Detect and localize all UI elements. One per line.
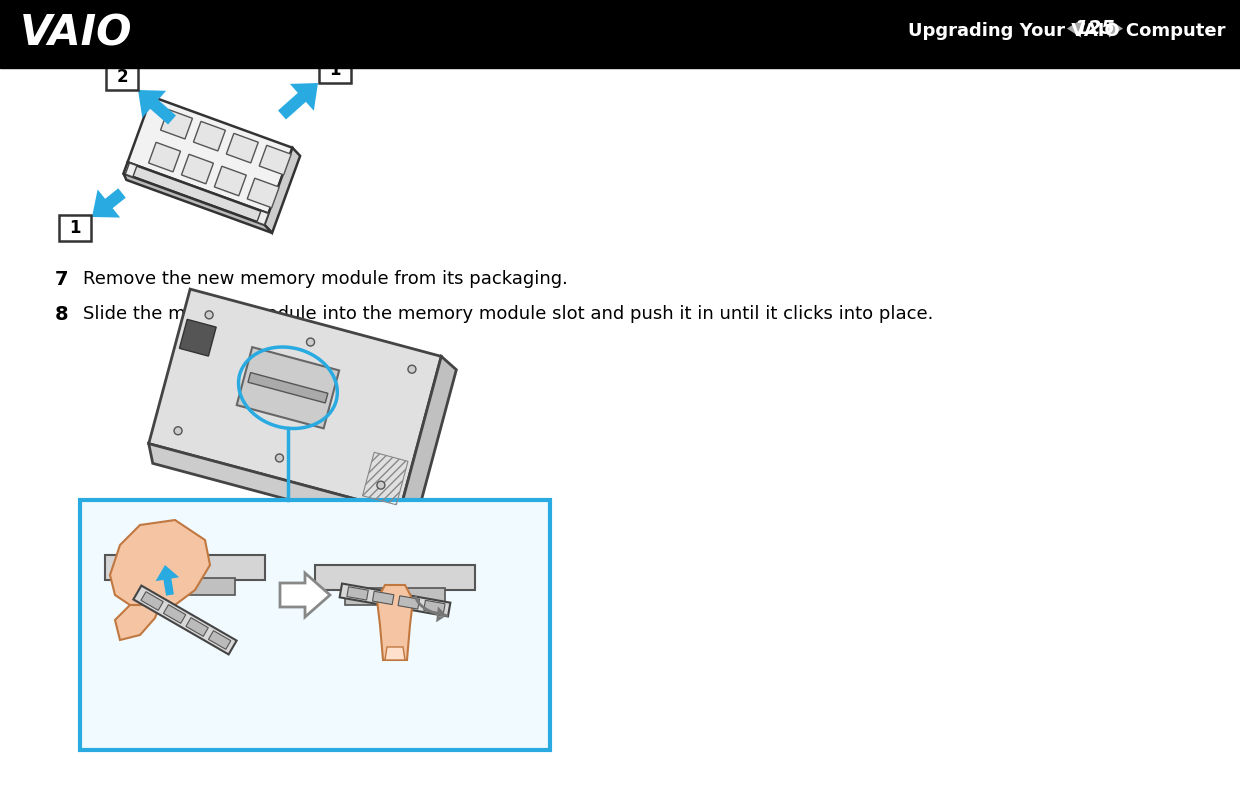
Polygon shape: [105, 555, 265, 580]
Text: Slide the memory module into the memory module slot and push it in until it clic: Slide the memory module into the memory …: [83, 305, 934, 323]
Polygon shape: [124, 162, 269, 225]
FancyBboxPatch shape: [81, 500, 551, 750]
Polygon shape: [208, 630, 231, 650]
Polygon shape: [278, 83, 317, 119]
Polygon shape: [340, 583, 450, 617]
Circle shape: [377, 481, 384, 489]
Polygon shape: [315, 565, 475, 590]
Polygon shape: [149, 142, 181, 172]
Polygon shape: [436, 606, 446, 622]
Text: 7: 7: [55, 270, 68, 289]
Polygon shape: [399, 356, 456, 533]
Polygon shape: [237, 347, 340, 428]
Polygon shape: [155, 565, 180, 596]
Polygon shape: [1109, 19, 1123, 38]
Circle shape: [205, 311, 213, 319]
Polygon shape: [227, 134, 258, 163]
Text: Remove the new memory module from its packaging.: Remove the new memory module from its pa…: [83, 270, 568, 288]
Polygon shape: [347, 586, 368, 600]
Text: 1: 1: [330, 61, 341, 79]
Polygon shape: [141, 592, 164, 610]
Polygon shape: [248, 373, 327, 403]
Bar: [105, 64, 138, 90]
Polygon shape: [377, 585, 413, 660]
Bar: [60, 215, 91, 241]
Polygon shape: [124, 174, 272, 233]
Text: 125: 125: [1075, 19, 1116, 38]
Polygon shape: [257, 211, 269, 225]
Circle shape: [174, 426, 182, 434]
Polygon shape: [149, 289, 441, 511]
Polygon shape: [128, 97, 293, 214]
Bar: [0, 0, 1240, 68]
Polygon shape: [186, 618, 208, 636]
Bar: [319, 57, 351, 83]
Polygon shape: [247, 178, 279, 208]
Polygon shape: [1066, 19, 1081, 38]
Polygon shape: [264, 148, 300, 233]
Polygon shape: [125, 163, 136, 177]
Polygon shape: [193, 122, 226, 151]
Polygon shape: [160, 110, 192, 139]
Polygon shape: [149, 444, 404, 530]
Polygon shape: [424, 600, 445, 614]
Polygon shape: [372, 591, 394, 605]
Polygon shape: [180, 319, 216, 356]
Text: 2: 2: [117, 68, 128, 86]
Polygon shape: [164, 605, 186, 623]
Polygon shape: [345, 588, 445, 605]
Polygon shape: [398, 596, 419, 609]
Circle shape: [408, 366, 415, 374]
Polygon shape: [181, 154, 213, 184]
Text: VAIO: VAIO: [20, 13, 133, 55]
Polygon shape: [384, 647, 405, 660]
Text: Upgrading Your VAIO Computer: Upgrading Your VAIO Computer: [908, 22, 1225, 39]
Polygon shape: [259, 146, 291, 175]
Polygon shape: [92, 188, 125, 218]
Text: 8: 8: [55, 305, 68, 324]
Text: 1: 1: [69, 219, 81, 237]
Circle shape: [306, 338, 315, 346]
Polygon shape: [115, 605, 160, 640]
Circle shape: [275, 454, 284, 462]
Polygon shape: [215, 166, 247, 196]
Polygon shape: [280, 573, 330, 617]
Polygon shape: [110, 520, 210, 605]
Polygon shape: [134, 586, 237, 654]
Polygon shape: [138, 90, 176, 125]
Polygon shape: [135, 578, 236, 595]
